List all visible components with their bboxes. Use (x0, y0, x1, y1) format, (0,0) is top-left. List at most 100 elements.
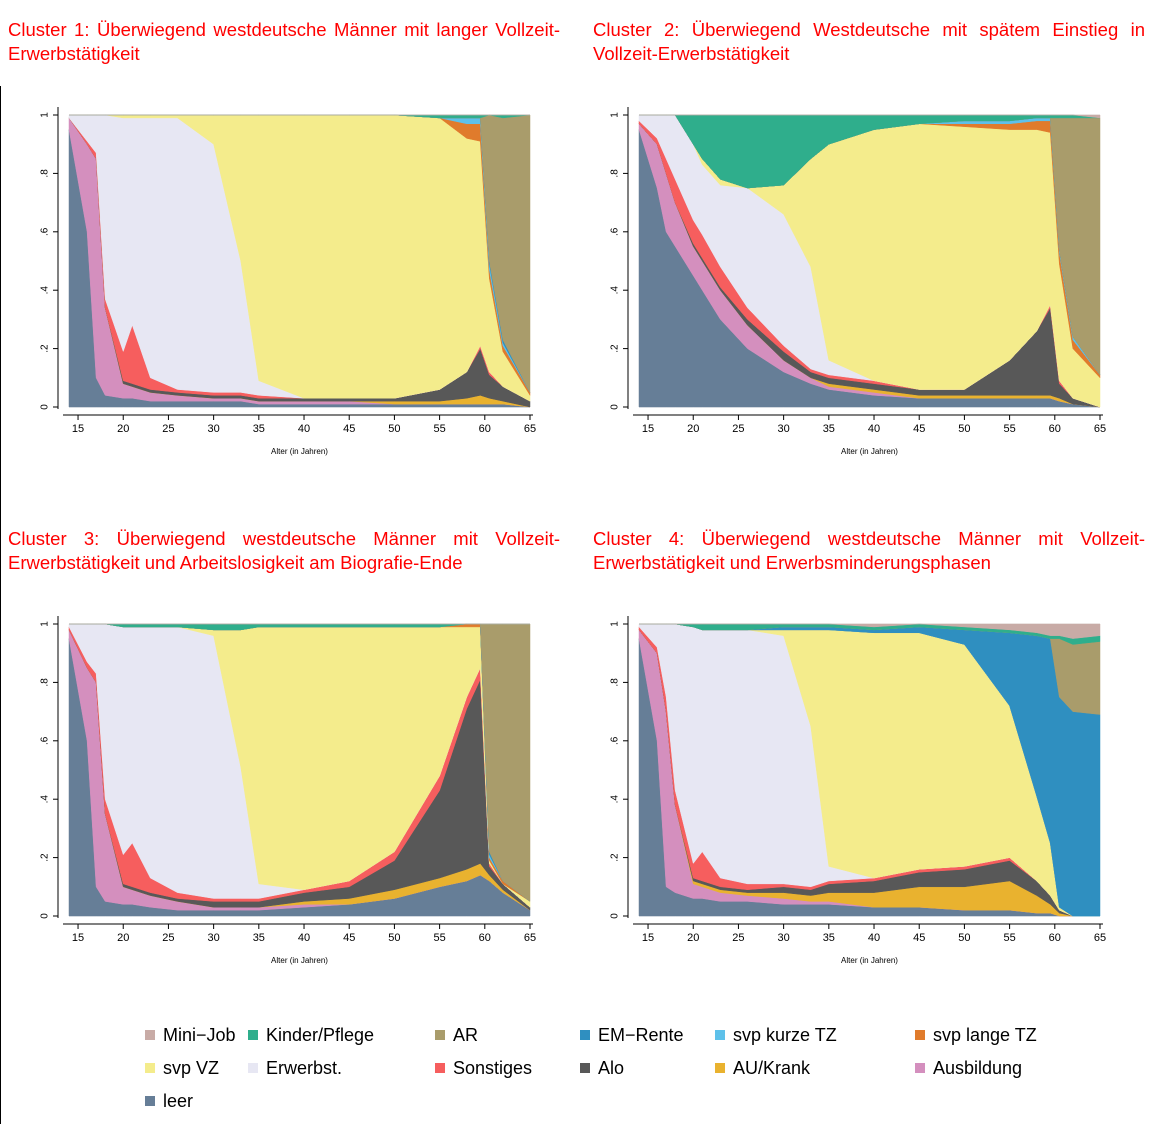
legend-label: Ausbildung (933, 1058, 1022, 1078)
x-tick-label: 40 (298, 932, 310, 944)
x-axis-label: Alter (in Jahren) (271, 956, 328, 965)
x-tick-label: 30 (208, 423, 220, 435)
x-tick-label: 50 (958, 423, 970, 435)
x-tick-label: 45 (913, 932, 925, 944)
y-tick-label: 0 (40, 404, 51, 410)
x-tick-label: 25 (732, 423, 744, 435)
x-tick-label: 45 (913, 423, 925, 435)
x-axis-label: Alter (in Jahren) (841, 447, 898, 456)
legend-label: EM−Rente (598, 1025, 684, 1045)
chart-panel: 0 .2 .4 .6 .8 1 15 20 25 30 35 40 45 50 55 60 65 Alter (i… (610, 107, 1106, 456)
y-tick-label: .2 (40, 344, 51, 353)
x-tick-label: 65 (1094, 423, 1106, 435)
x-tick-label: 35 (823, 932, 835, 944)
x-tick-label: 15 (642, 932, 654, 944)
x-tick-label: 60 (1049, 932, 1061, 944)
legend: Mini−Job Kinder/Pflege AR EM−Rente svp kurze… (145, 1025, 1037, 1111)
y-tick-label: .6 (40, 736, 51, 745)
legend-label: svp lange TZ (933, 1025, 1037, 1045)
y-tick-label: 0 (40, 913, 51, 919)
x-tick-label: 15 (72, 932, 84, 944)
x-tick-label: 30 (778, 932, 790, 944)
x-tick-label: 40 (298, 423, 310, 435)
chart-title: Cluster 2: Überwiegend Westdeutsche mit … (593, 19, 1145, 64)
x-tick-label: 50 (388, 932, 400, 944)
y-tick-label: 0 (610, 404, 621, 410)
x-tick-label: 25 (732, 932, 744, 944)
x-tick-label: 20 (117, 932, 129, 944)
y-tick-label: .8 (610, 169, 621, 178)
legend-label: Erwerbst. (266, 1058, 342, 1078)
x-tick-label: 15 (72, 423, 84, 435)
legend-swatch (248, 1030, 258, 1040)
chart-panel: 0 .2 .4 .6 .8 1 15 20 25 30 35 40 45 50 55 60 65 Alter (i… (610, 616, 1106, 965)
chart-panel: 0 .2 .4 .6 .8 1 15 20 25 30 35 40 45 50 55 60 65 Alter (i… (40, 107, 536, 456)
x-tick-label: 35 (253, 932, 265, 944)
legend-swatch (915, 1030, 925, 1040)
x-tick-label: 50 (388, 423, 400, 435)
x-tick-label: 35 (253, 423, 265, 435)
legend-swatch (715, 1030, 725, 1040)
x-tick-label: 25 (162, 423, 174, 435)
x-tick-label: 65 (1094, 932, 1106, 944)
legend-swatch (915, 1063, 925, 1073)
x-tick-label: 45 (343, 932, 355, 944)
x-tick-label: 60 (1049, 423, 1061, 435)
y-tick-label: .2 (40, 853, 51, 862)
y-tick-label: .6 (610, 227, 621, 236)
x-tick-label: 55 (433, 423, 445, 435)
legend-swatch (145, 1063, 155, 1073)
legend-swatch (580, 1063, 590, 1073)
legend-swatch (715, 1063, 725, 1073)
area-series (639, 623, 1101, 639)
y-tick-label: .8 (40, 678, 51, 687)
x-tick-label: 20 (687, 423, 699, 435)
area-series (639, 114, 1101, 119)
legend-label: Mini−Job (163, 1025, 236, 1045)
y-tick-label: 0 (610, 913, 621, 919)
y-tick-label: .6 (40, 227, 51, 236)
y-tick-label: .2 (610, 853, 621, 862)
chart-panel: 0 .2 .4 .6 .8 1 15 20 25 30 35 40 45 50 55 60 65 Alter (i… (40, 616, 536, 965)
y-tick-label: .8 (40, 169, 51, 178)
y-tick-label: .4 (40, 795, 51, 804)
y-tick-label: 1 (40, 621, 51, 627)
x-tick-label: 35 (823, 423, 835, 435)
x-tick-label: 30 (208, 932, 220, 944)
y-tick-label: .4 (610, 795, 621, 804)
y-tick-label: .6 (610, 736, 621, 745)
legend-label: svp VZ (163, 1058, 219, 1078)
chart-title: Cluster 1: Überwiegend westdeutsche Männ… (8, 19, 560, 64)
legend-label: AU/Krank (733, 1058, 811, 1078)
x-tick-label: 65 (524, 932, 536, 944)
legend-swatch (248, 1063, 258, 1073)
x-tick-label: 55 (1003, 932, 1015, 944)
x-axis-label: Alter (in Jahren) (841, 956, 898, 965)
y-tick-label: .8 (610, 678, 621, 687)
x-tick-label: 65 (524, 423, 536, 435)
x-tick-label: 50 (958, 932, 970, 944)
x-tick-label: 30 (778, 423, 790, 435)
y-tick-label: .4 (40, 286, 51, 295)
chart-title: Cluster 3: Überwiegend westdeutsche Männ… (8, 528, 560, 573)
legend-label: Alo (598, 1058, 624, 1078)
x-tick-label: 20 (687, 932, 699, 944)
legend-swatch (145, 1096, 155, 1106)
y-tick-label: .2 (610, 344, 621, 353)
y-tick-label: .4 (610, 286, 621, 295)
x-tick-label: 40 (868, 932, 880, 944)
legend-swatch (145, 1030, 155, 1040)
x-tick-label: 45 (343, 423, 355, 435)
x-tick-label: 55 (1003, 423, 1015, 435)
legend-label: svp kurze TZ (733, 1025, 837, 1045)
y-tick-label: 1 (610, 621, 621, 627)
y-tick-label: 1 (610, 112, 621, 118)
legend-label: AR (453, 1025, 478, 1045)
x-tick-label: 60 (479, 932, 491, 944)
y-tick-label: 1 (40, 112, 51, 118)
x-tick-label: 15 (642, 423, 654, 435)
legend-swatch (435, 1063, 445, 1073)
legend-swatch (580, 1030, 590, 1040)
